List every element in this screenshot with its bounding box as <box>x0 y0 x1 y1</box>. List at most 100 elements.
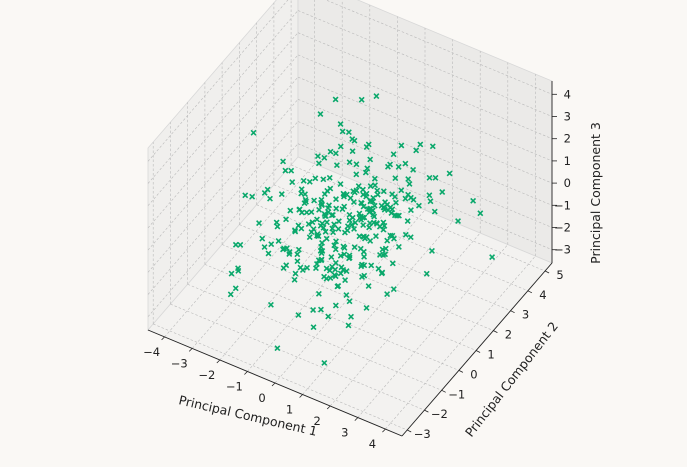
data-point <box>337 181 344 188</box>
grid-line-x-floor <box>302 221 453 395</box>
marker-stroke <box>364 206 371 212</box>
data-point <box>323 235 330 242</box>
data-point <box>364 165 371 172</box>
marker-stroke <box>392 199 399 206</box>
grid-line-x-floor <box>247 198 398 372</box>
data-point <box>348 221 355 228</box>
data-point <box>342 277 349 284</box>
marker-stroke <box>373 93 380 100</box>
data-point <box>227 291 234 298</box>
data-point <box>267 195 273 202</box>
marker-stroke <box>339 128 346 135</box>
data-point <box>345 322 352 329</box>
data-point <box>349 148 356 155</box>
marker-stroke <box>392 175 399 182</box>
marker-stroke <box>344 223 351 230</box>
marker-stroke <box>337 121 344 127</box>
marker-stroke <box>417 141 424 148</box>
marker-stroke <box>389 206 396 213</box>
marker-stroke <box>250 129 257 136</box>
marker-stroke <box>389 191 396 198</box>
grid-line-x-floor <box>274 209 426 384</box>
data-point <box>275 238 282 244</box>
grid-line-y-floor <box>170 303 425 411</box>
data-point <box>391 193 398 200</box>
y-tick <box>424 409 429 413</box>
data-point <box>377 251 383 258</box>
z-axis-label: Principal Component 3 <box>588 122 603 264</box>
data-point <box>394 212 400 219</box>
y-tick <box>441 389 446 393</box>
marker-stroke <box>384 163 391 170</box>
y-tick-label: 3 <box>522 308 529 322</box>
marker-stroke <box>352 219 359 226</box>
data-point <box>250 129 257 136</box>
marker-stroke <box>325 313 332 320</box>
marker-stroke <box>359 214 366 221</box>
data-point <box>367 156 374 163</box>
marker-stroke <box>360 191 367 198</box>
marker-stroke <box>384 291 391 298</box>
marker-stroke <box>375 265 382 272</box>
marker-stroke <box>289 179 296 186</box>
marker-stroke <box>363 304 370 311</box>
marker-stroke <box>323 235 330 242</box>
data-point <box>327 148 334 155</box>
data-point <box>365 283 372 290</box>
marker-stroke <box>345 129 352 136</box>
y-tick <box>407 429 412 433</box>
marker-stroke <box>367 183 374 190</box>
data-point <box>426 174 433 181</box>
data-point <box>321 154 328 161</box>
data-point <box>366 220 373 227</box>
marker-stroke <box>423 270 430 277</box>
marker-stroke <box>326 202 333 209</box>
data-point <box>431 208 438 215</box>
x-tick <box>161 336 165 341</box>
marker-stroke <box>328 212 335 219</box>
z-tick-label: −1 <box>554 198 571 212</box>
data-point <box>321 359 328 366</box>
data-point <box>382 251 389 258</box>
y-tick-label: 4 <box>539 288 546 302</box>
marker-stroke <box>366 224 373 231</box>
data-point <box>446 170 453 177</box>
x-tick-label: 4 <box>369 437 376 451</box>
marker-stroke <box>326 267 333 274</box>
marker-stroke <box>326 174 333 181</box>
data-point <box>343 191 350 198</box>
grid-line-z-left <box>147 54 299 229</box>
marker-stroke <box>391 193 398 200</box>
data-point <box>335 225 342 232</box>
marker-stroke <box>350 199 357 206</box>
marker-stroke <box>268 241 275 248</box>
data-point <box>332 150 339 157</box>
grid-line-y-floor <box>239 224 494 331</box>
marker-stroke <box>335 218 342 225</box>
grid-line-z-back <box>297 54 553 162</box>
marker-stroke <box>339 206 346 213</box>
data-point <box>318 256 325 263</box>
data-point <box>295 246 302 253</box>
grid-line-z-left <box>147 99 299 273</box>
data-point <box>380 188 387 195</box>
marker-stroke <box>332 96 339 103</box>
data-point <box>261 244 268 250</box>
marker-stroke <box>237 241 244 248</box>
marker-stroke <box>477 210 484 217</box>
data-point <box>389 260 396 267</box>
marker-stroke <box>287 207 294 214</box>
data-point <box>365 141 372 148</box>
marker-stroke <box>355 183 362 189</box>
data-point <box>385 207 392 214</box>
marker-stroke <box>405 191 412 198</box>
data-point <box>371 175 378 182</box>
grid-line-z-back <box>297 143 553 250</box>
data-point <box>337 252 344 259</box>
x-tick-label: 3 <box>341 426 348 440</box>
marker-stroke <box>365 141 372 148</box>
marker-stroke <box>315 290 322 297</box>
marker-stroke <box>376 223 383 230</box>
marker-stroke <box>361 272 368 279</box>
